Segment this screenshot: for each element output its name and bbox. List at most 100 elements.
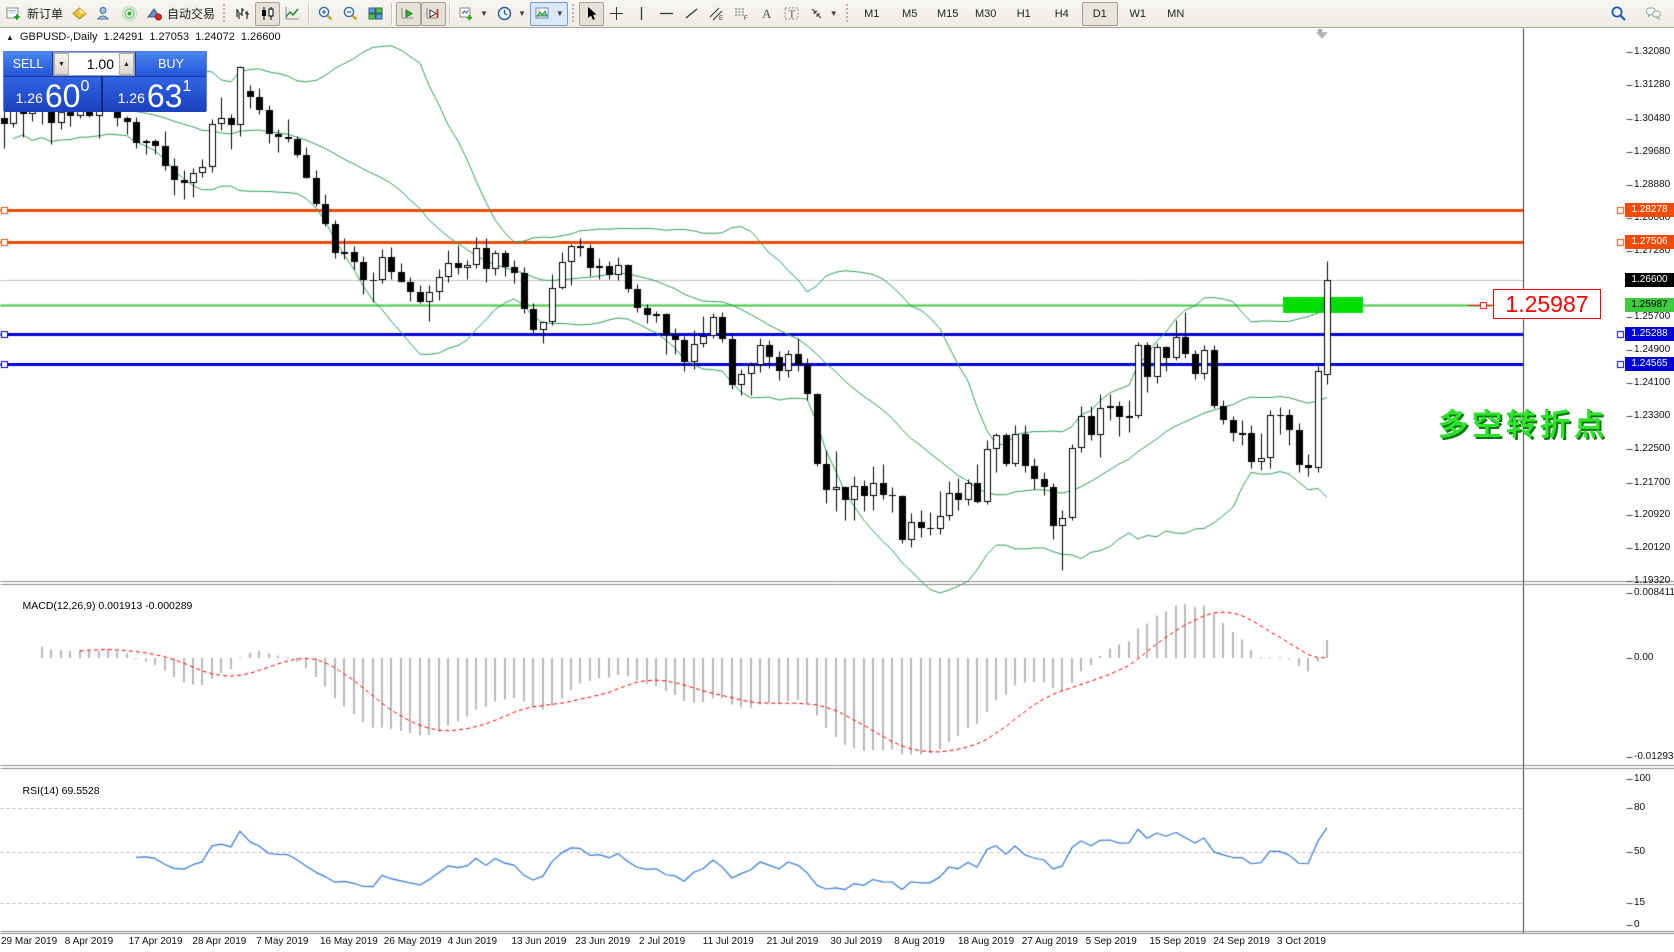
horizontal-line-button[interactable] — [654, 2, 679, 26]
date-axis[interactable]: 29 Mar 2019 8 Apr 2019 17 Apr 2019 28 Apr 2… — [0, 933, 1674, 952]
volume-input[interactable] — [69, 53, 119, 75]
candlestick-chart-button[interactable] — [255, 1, 281, 26]
templates-button[interactable]: ▼ — [529, 1, 568, 26]
date-tick-label: 29 Mar 2019 — [1, 936, 58, 947]
toolbar-right — [1606, 2, 1674, 26]
timeframe-M5[interactable]: M5 — [902, 7, 918, 20]
trendline-button[interactable] — [679, 2, 704, 26]
toolbar-separator — [449, 2, 452, 25]
new-order-button[interactable]: 新订单 — [2, 2, 67, 26]
timeframe-H4[interactable]: H4 — [1054, 7, 1069, 20]
volume-increase-button[interactable]: ▲ — [119, 53, 134, 75]
vertical-line-button[interactable] — [629, 2, 654, 26]
price-tick-label: 1.19320 — [1634, 575, 1671, 587]
new-chart-button[interactable]: ▼ — [454, 2, 492, 26]
trendline-icon — [683, 5, 700, 22]
price-tick-label: 1.21700 — [1634, 476, 1671, 488]
price-callout-label: 1.25987 — [1493, 289, 1601, 319]
toolbar-group-timeframes: M1 M5 M15 M30 H1 H4 D1 W1 MN — [853, 0, 1195, 28]
date-tick-label: 13 Jun 2019 — [511, 936, 567, 947]
auto-trading-label: 自动交易 — [167, 7, 216, 21]
cursor-icon — [583, 5, 600, 22]
svg-text:E: E — [719, 16, 723, 22]
auto-scroll-icon — [400, 5, 417, 22]
one-click-trading-panel: SELL ▼ ▲ BUY 1.26 60 0 1.26 63 1 — [3, 51, 207, 112]
text-label-button[interactable]: T — [779, 2, 804, 26]
arrows-button[interactable]: ▼ — [804, 2, 842, 26]
tile-windows-icon — [367, 5, 384, 22]
chat-button[interactable] — [1641, 2, 1666, 26]
volume-decrease-button[interactable]: ▼ — [54, 53, 69, 75]
search-button[interactable] — [1606, 2, 1631, 26]
equidistant-channel-button[interactable]: E — [704, 2, 729, 26]
bar-chart-button[interactable] — [230, 2, 255, 26]
sell-price[interactable]: 1.26 60 0 — [4, 77, 103, 112]
highlight-button[interactable] — [67, 2, 92, 26]
svg-text:A: A — [762, 6, 772, 21]
cursor-button[interactable] — [578, 1, 604, 26]
rsi-axis-label: 100 — [1634, 773, 1651, 784]
price-tick-label: 1.32080 — [1634, 46, 1671, 58]
timeframe-W1[interactable]: W1 — [1129, 7, 1146, 20]
new-order-icon — [6, 5, 23, 22]
rsi-axis-label: 80 — [1634, 802, 1646, 814]
chart-window: ▼ ▲ GBPUSD-,Daily 1.24291 1.27053 1.2407… — [0, 27, 1674, 952]
timeframe-M1[interactable]: M1 — [864, 7, 880, 20]
profile-button[interactable] — [92, 2, 117, 26]
line-chart-button[interactable] — [280, 2, 305, 26]
chart-shift-button[interactable] — [421, 1, 447, 26]
timeframe-MN[interactable]: MN — [1167, 7, 1185, 20]
price-line-label: 1.27506 — [1625, 234, 1674, 249]
price-axis[interactable]: 1.32080 1.31280 1.30480 1.29680 1.28880 1.280… — [1524, 28, 1674, 952]
buy-button[interactable]: BUY — [135, 52, 206, 76]
macd-indicator-label: MACD(12,26,9) 0.001913 -0.000289 — [22, 600, 193, 612]
crosshair-button[interactable] — [604, 2, 629, 26]
new-order-label: 新订单 — [27, 7, 64, 21]
date-tick-label: 4 Jun 2019 — [447, 936, 498, 947]
signals-button[interactable] — [117, 2, 142, 26]
price-tick-label: 1.28880 — [1634, 178, 1671, 190]
toolbar-group-chart-type — [230, 0, 305, 28]
timeframe-D1[interactable]: D1 — [1081, 1, 1118, 26]
price-tick-label: 1.24900 — [1634, 343, 1671, 355]
fibonacci-button[interactable]: F — [729, 2, 754, 26]
line-chart-icon — [284, 5, 301, 22]
price-line-label: 1.24565 — [1625, 356, 1674, 371]
dropdown-caret-icon: ▼ — [555, 9, 564, 18]
price-tick-label: 1.23300 — [1634, 410, 1671, 422]
toolbar-group-zoom — [313, 0, 388, 28]
zoom-out-button[interactable] — [338, 2, 363, 26]
candlestick-chart-icon — [259, 5, 276, 22]
price-tick-label: 1.25700 — [1634, 310, 1671, 322]
buy-price[interactable]: 1.26 63 1 — [103, 77, 206, 112]
timeframe-H1[interactable]: H1 — [1016, 7, 1031, 20]
date-tick-label: 8 Apr 2019 — [64, 936, 114, 947]
volume-spinner: ▼ ▲ — [53, 52, 135, 76]
date-tick-label: 8 Aug 2019 — [894, 936, 945, 947]
buy-price-big: 63 — [146, 77, 183, 114]
chart-canvas[interactable] — [0, 28, 1674, 952]
tile-windows-button[interactable] — [363, 2, 388, 26]
text-button[interactable]: A — [754, 2, 779, 26]
panel-toggle-icon[interactable]: ▲ — [6, 32, 14, 42]
chart-annotation-text: 多空转折点 — [1438, 409, 1608, 442]
timeframe-M15[interactable]: M15 — [937, 7, 959, 20]
price-tick-label: 1.20120 — [1634, 542, 1671, 554]
zoom-in-button[interactable] — [313, 2, 338, 26]
horizontal-line-icon — [658, 5, 675, 22]
date-tick-label: 11 Jul 2019 — [702, 936, 754, 947]
ohlc-high: 1.27053 — [149, 31, 190, 43]
timeframe-M30[interactable]: M30 — [975, 7, 997, 20]
price-tick-label: 1.22500 — [1634, 443, 1671, 455]
clock-icon — [496, 5, 513, 22]
date-tick-label: 5 Sep 2019 — [1085, 936, 1137, 947]
dropdown-caret-icon: ▼ — [829, 9, 838, 18]
scroll-marker-icon: ▼ — [1315, 27, 1325, 38]
sell-button[interactable]: SELL — [4, 52, 53, 76]
periods-button[interactable]: ▼ — [492, 2, 530, 26]
auto-scroll-button[interactable] — [396, 1, 422, 26]
auto-trading-button[interactable]: 自动交易 — [142, 2, 219, 26]
equidistant-channel-icon: E — [708, 5, 725, 22]
price-tick-label: 1.27280 — [1634, 245, 1671, 257]
